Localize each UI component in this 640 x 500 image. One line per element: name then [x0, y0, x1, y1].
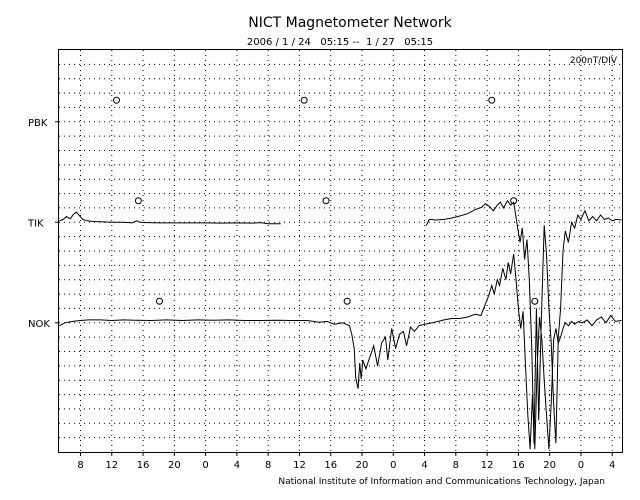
traces	[59, 199, 622, 450]
marker-pbk-1	[300, 96, 308, 104]
x-tick-label-7: 12	[293, 460, 306, 471]
credit-text: National Institute of Information and Co…	[278, 477, 605, 487]
x-tick-label-12: 8	[453, 460, 459, 471]
station-labels: PBK TIK NOK	[27, 118, 59, 330]
x-tick-label-13: 12	[481, 460, 494, 471]
x-tick-label-9: 20	[356, 460, 369, 471]
x-tick-label-10: 0	[390, 460, 396, 471]
station-label-nok: NOK	[28, 319, 50, 330]
chart-subtitle: 2006 / 1 / 24 05:15 -- 1 / 27 05:15	[247, 37, 433, 48]
x-tick-label-2: 16	[137, 460, 150, 471]
marker-nok-7	[343, 297, 351, 305]
scale-label: 200nT/DIV	[570, 56, 618, 66]
x-tick-label-17: 4	[609, 460, 615, 471]
x-tick-label-11: 4	[421, 460, 427, 471]
marker-nok-6	[155, 297, 163, 305]
station-label-pbk: PBK	[28, 118, 48, 129]
x-tick-label-1: 12	[105, 460, 118, 471]
trace-tik-segment-0	[59, 211, 281, 225]
trace-nok-segment-0	[59, 253, 622, 450]
x-axis: 8 12 16 20 0 4 8 12 16 20 0 4 8 12 16 20 0 4	[77, 452, 615, 471]
x-tick-label-3: 20	[168, 460, 181, 471]
marker-pbk-2	[488, 96, 496, 104]
plot-frame	[58, 49, 623, 453]
marker-tik-4	[322, 197, 330, 205]
x-tick-label-6: 8	[265, 460, 271, 471]
station-label-tik: TIK	[27, 218, 44, 229]
x-tick-label-14: 16	[512, 460, 525, 471]
marker-pbk-0	[112, 96, 120, 104]
x-tick-label-4: 0	[202, 460, 208, 471]
x-tick-label-16: 0	[578, 460, 584, 471]
x-tick-label-5: 4	[234, 460, 240, 471]
grid	[59, 50, 622, 452]
chart-title: NICT Magnetometer Network	[248, 15, 452, 31]
marker-nok-8	[531, 297, 539, 305]
period-markers	[112, 96, 539, 305]
marker-tik-3	[134, 197, 142, 205]
x-tick-label-0: 8	[77, 460, 83, 471]
x-tick-label-15: 20	[543, 460, 556, 471]
x-tick-label-8: 16	[324, 460, 337, 471]
